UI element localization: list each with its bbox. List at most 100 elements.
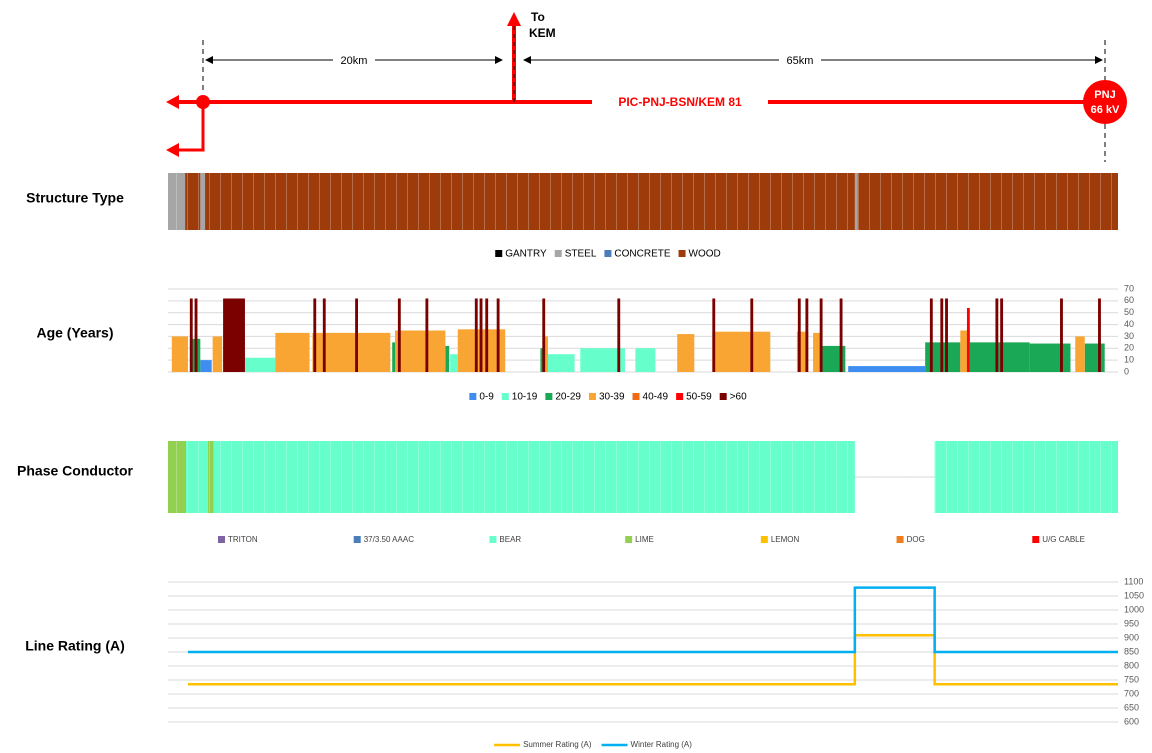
row-title: Age (Years) <box>36 325 113 341</box>
bar <box>189 298 193 372</box>
row-title: Line Rating (A) <box>25 638 125 654</box>
legend-label: 40-49 <box>643 392 669 403</box>
legend-swatch <box>588 393 596 400</box>
bar <box>275 332 310 372</box>
y-tick-label: 1100 <box>1124 576 1143 586</box>
substation-label: 66 kV <box>1091 104 1120 116</box>
legend-swatch <box>218 536 225 543</box>
branch <box>178 102 205 152</box>
legend-item: 50-59 <box>676 392 712 403</box>
bar <box>355 298 358 372</box>
bar <box>450 354 458 372</box>
legend-swatch <box>678 250 686 257</box>
legend-item: U/G CABLE <box>1032 535 1085 544</box>
y-tick-label: 0 <box>1124 366 1129 376</box>
bar <box>1098 298 1101 372</box>
legend: TRITON 37/3.50 AAAC BEAR LIME LEMON DOG U/G CA… <box>218 535 1085 544</box>
bar <box>425 298 429 372</box>
bar <box>445 345 450 372</box>
y-tick-label: 950 <box>1124 618 1139 628</box>
y-tick-label: 60 <box>1124 295 1134 305</box>
legend-label: STEEL <box>565 249 597 260</box>
legend-item: BEAR <box>489 535 521 544</box>
bar <box>496 298 500 372</box>
bar <box>395 330 446 372</box>
bar <box>813 332 822 372</box>
bar <box>1060 298 1063 372</box>
legend-swatch <box>495 250 503 257</box>
legend-label: BEAR <box>499 535 521 544</box>
arrowhead <box>166 143 179 157</box>
legend-swatch <box>896 536 904 543</box>
legend-label: 20-29 <box>555 392 581 403</box>
legend-swatch <box>1032 536 1040 543</box>
legend-item: GANTRY <box>495 249 547 260</box>
y-tick-label: 50 <box>1124 307 1134 317</box>
distance-label: 65km <box>787 55 814 67</box>
bar <box>995 298 999 372</box>
legend-item: WOOD <box>678 249 721 260</box>
legend: GANTRY STEEL CONCRETE WOOD <box>495 249 721 260</box>
bar <box>635 348 656 372</box>
bar <box>223 298 245 372</box>
y-tick-label: 850 <box>1124 646 1139 656</box>
pole-divisions <box>168 441 1118 513</box>
legend-swatch <box>554 250 562 257</box>
legend-swatch <box>625 536 633 543</box>
bar <box>1075 336 1085 372</box>
legend-item: 10-19 <box>501 392 538 403</box>
bar <box>929 298 933 372</box>
bar <box>392 342 396 372</box>
legend-swatch <box>604 250 612 257</box>
y-tick-label: 650 <box>1124 702 1139 712</box>
legend-label: 0-9 <box>479 392 494 403</box>
legend-label: 30-39 <box>599 392 625 403</box>
substation <box>1083 80 1127 124</box>
legend-swatch <box>489 536 497 543</box>
legend-label: LEMON <box>771 535 800 544</box>
y-tick-label: 800 <box>1124 660 1139 670</box>
legend-item: Winter Rating (A) <box>601 740 692 749</box>
bar <box>677 334 695 372</box>
row-title: Structure Type <box>26 190 124 206</box>
arrowhead <box>507 12 521 26</box>
legend-item: 30-39 <box>588 392 625 403</box>
bar <box>543 336 548 372</box>
legend-swatch <box>632 393 640 400</box>
label-bg <box>333 52 375 68</box>
legend-item: LIME <box>625 535 654 544</box>
bar <box>940 298 944 372</box>
legend-item: 20-29 <box>545 392 581 403</box>
legend: 0-9 10-19 20-29 30-39 40-49 50-59 >60 <box>469 392 747 403</box>
arrowhead <box>166 95 179 109</box>
rating-line <box>187 633 1118 686</box>
legend-item: STEEL <box>554 249 597 260</box>
legend-label: 50-59 <box>686 392 712 403</box>
bar <box>969 342 1030 372</box>
bar <box>819 298 823 372</box>
y-tick-label: 1050 <box>1124 590 1144 600</box>
y-tick-label: 600 <box>1124 716 1139 726</box>
line-name: PIC-PNJ-BSN/KEM 81 <box>618 95 742 109</box>
bar <box>796 331 809 372</box>
label-bg <box>592 93 768 111</box>
bar <box>966 307 970 372</box>
legend-label: LIME <box>635 535 654 544</box>
bar <box>313 298 317 372</box>
bar <box>474 298 478 372</box>
bar <box>805 298 809 372</box>
legend: Summer Rating (A) Winter Rating (A) <box>494 740 692 749</box>
bar <box>212 336 223 372</box>
rating-line <box>187 586 1118 654</box>
legend-label: WOOD <box>689 249 721 260</box>
bar <box>322 298 326 372</box>
bar <box>200 360 212 372</box>
legend-item: CONCRETE <box>604 249 671 260</box>
legend-label: TRITON <box>228 535 258 544</box>
y-tick-label: 40 <box>1124 319 1134 329</box>
legend-swatch <box>719 393 727 400</box>
legend-label: DOG <box>907 535 925 544</box>
y-tick-label: 900 <box>1124 632 1139 642</box>
bar <box>839 298 843 372</box>
